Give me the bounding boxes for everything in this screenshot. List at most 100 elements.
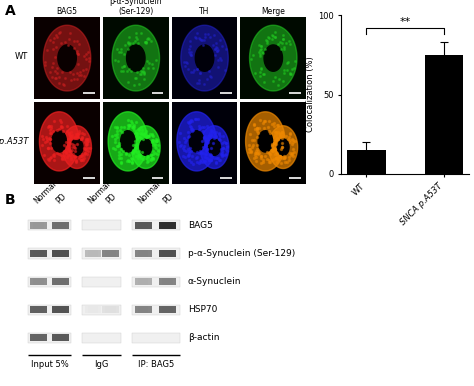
Point [138,149,146,155]
Point [189,127,197,133]
Bar [28,333,71,343]
Point [213,45,221,51]
Point [149,147,157,154]
Point [272,136,280,142]
Point [143,36,150,42]
Bar [102,251,119,257]
Point [62,139,70,146]
Point [73,38,81,44]
Point [65,140,73,146]
Point [135,125,143,132]
Point [251,70,258,76]
Point [148,139,156,145]
Point [153,136,161,142]
Point [77,136,85,142]
Text: PD: PD [54,192,68,206]
Point [209,139,217,146]
Point [274,157,282,163]
Point [66,133,73,139]
Point [252,151,259,157]
Point [202,148,210,154]
Point [131,145,138,151]
Point [124,122,132,128]
Polygon shape [127,45,145,71]
Point [147,157,155,164]
Point [154,142,162,148]
Point [49,64,56,70]
Point [48,74,55,80]
Point [123,68,130,74]
Point [273,150,281,156]
Point [269,120,276,127]
Point [53,65,61,71]
Point [272,149,280,155]
Point [151,149,159,156]
Point [128,156,136,163]
Point [49,39,56,45]
Point [45,145,52,151]
Point [82,66,90,72]
Bar [30,306,47,313]
Point [275,76,283,82]
Point [133,153,140,159]
Point [281,153,288,159]
Point [45,157,52,163]
Point [195,159,203,166]
Point [46,37,54,44]
Point [196,158,203,164]
Polygon shape [269,126,298,169]
Point [278,140,285,146]
Point [108,133,116,139]
Point [75,72,82,78]
Point [270,134,277,140]
Point [286,38,293,44]
Point [81,53,88,59]
Point [187,124,195,130]
Point [82,150,89,156]
Point [145,133,153,139]
Point [49,46,57,52]
Point [208,157,215,163]
Bar [84,306,101,313]
Point [46,136,54,142]
Point [115,140,122,146]
Point [247,56,255,63]
Point [273,156,281,163]
Text: SNCA p.A53T: SNCA p.A53T [0,137,28,146]
Polygon shape [108,112,148,171]
Point [75,130,82,136]
Point [73,48,81,54]
Point [150,140,157,146]
Point [286,150,293,156]
Point [133,149,140,156]
Point [268,143,276,149]
Bar [28,220,71,230]
Point [62,147,70,153]
Point [200,128,207,134]
Point [206,156,213,162]
Polygon shape [264,45,283,71]
Point [176,142,184,149]
Point [74,61,82,67]
Point [122,42,129,48]
Point [182,63,189,69]
Point [143,153,151,159]
Point [185,148,193,154]
Point [260,71,267,77]
Point [155,147,162,153]
Point [144,154,152,160]
Point [186,118,194,124]
Point [291,58,299,64]
Point [257,66,265,72]
Point [188,126,195,132]
Point [206,134,213,140]
Point [289,135,296,142]
Point [248,137,255,143]
Text: **: ** [400,17,411,27]
Point [116,149,123,155]
Point [269,146,277,152]
Text: Input 5%: Input 5% [31,360,68,369]
Point [211,131,219,137]
Point [210,130,218,137]
Point [259,49,267,56]
